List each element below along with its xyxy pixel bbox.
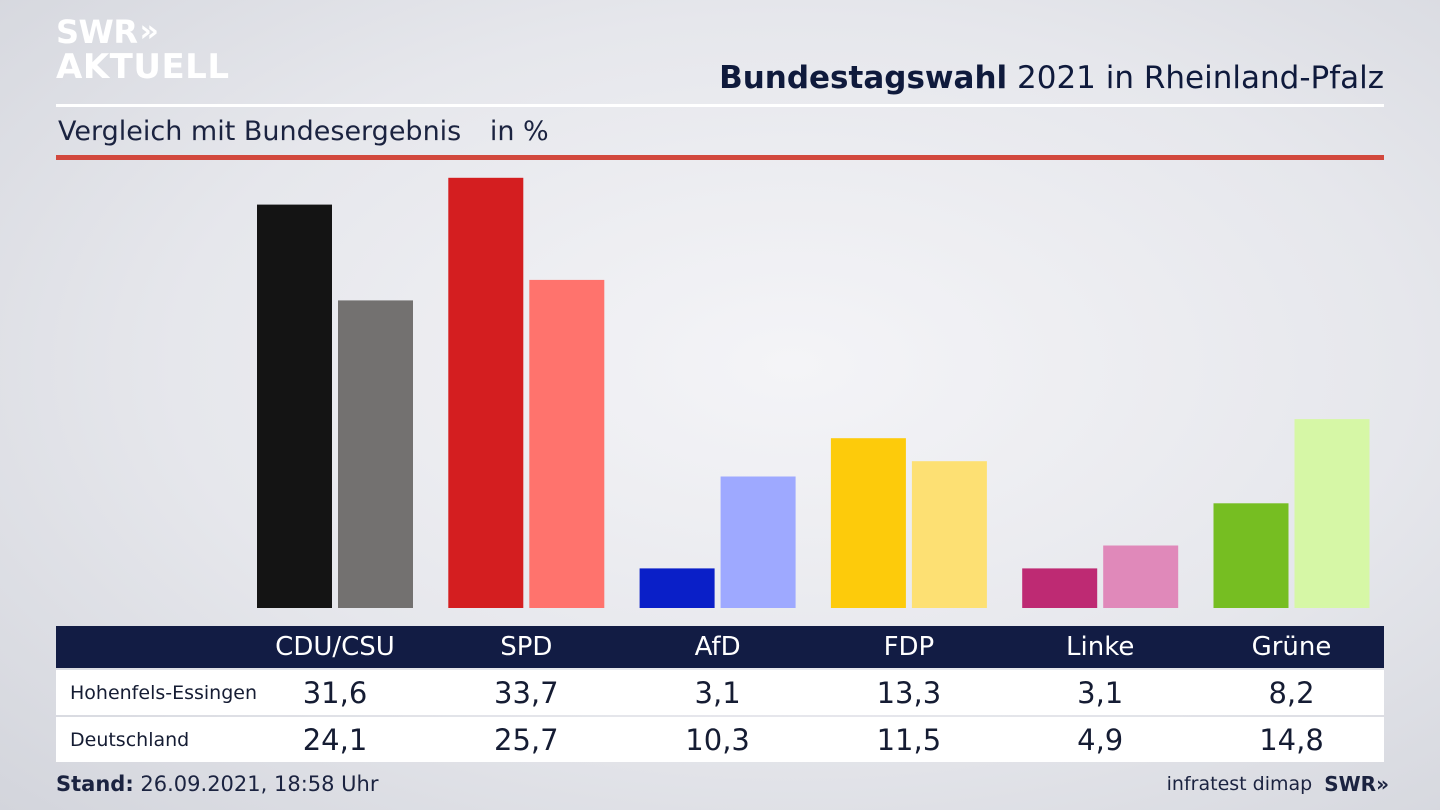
party-label-afd: AfD [694,632,741,662]
stand-value: 26.09.2021, 18:58 Uhr [133,772,379,796]
bar-linke-hohenfels-essingen [1022,568,1098,608]
value-spd-deutschland: 25,7 [494,722,559,757]
bar-gr-ne-deutschland [1294,419,1370,608]
logo-aktuell-text: AKTUELL [56,47,230,87]
party-label-cdu-csu: CDU/CSU [275,632,395,662]
swr-footer-logo: SWR» [1324,772,1389,796]
value-gr-ne-hohenfels-essingen: 8,2 [1268,675,1315,710]
bar-afd-hohenfels-essingen [639,568,715,608]
party-label-fdp: FDP [883,632,935,662]
row-label-hohenfels-essingen: Hohenfels-Essingen [70,681,258,704]
row-label-deutschland: Deutschland [70,728,190,751]
stand-label: Stand: [56,772,134,796]
bar-cdu-csu-deutschland [338,300,413,608]
value-cdu-csu-deutschland: 24,1 [302,722,368,757]
bar-linke-deutschland [1103,545,1179,608]
chart-subtitle: Vergleich mit Bundesergebnis in % [58,116,549,147]
party-label-linke: Linke [1066,632,1135,662]
unit-label: in % [489,116,549,147]
bar-afd-deutschland [720,476,796,608]
title-rest: 2021 in Rheinland-Pfalz [1007,60,1384,96]
footer-swr-text: SWR [1324,772,1377,796]
source-credit: infratest dimap SWR» [1166,772,1389,796]
subtitle-text: Vergleich mit Bundesergebnis [58,116,462,147]
value-linke-hohenfels-essingen: 3,1 [1077,675,1124,710]
value-spd-hohenfels-essingen: 33,7 [494,675,559,710]
bar-fdp-deutschland [911,461,987,608]
footer-chevrons-icon: » [1376,772,1389,796]
bar-spd-deutschland [529,279,605,608]
value-afd-deutschland: 10,3 [685,722,750,757]
value-cdu-csu-hohenfels-essingen: 31,6 [302,675,368,710]
title-bold: Bundestagswahl [719,60,1008,96]
logo-swr-text: SWR [56,13,138,51]
bar-spd-hohenfels-essingen [448,177,524,609]
bar-fdp-hohenfels-essingen [830,438,906,608]
source-text: infratest dimap [1166,773,1313,795]
bar-cdu-csu-hohenfels-essingen [257,204,332,608]
value-fdp-deutschland: 11,5 [876,722,942,757]
value-fdp-hohenfels-essingen: 13,3 [876,675,942,710]
party-label-spd: SPD [500,632,553,662]
party-header-row: CDU/CSU SPD AfD FDP Linke Grüne [56,626,1384,668]
value-gr-ne-deutschland: 14,8 [1259,722,1324,757]
value-linke-deutschland: 4,9 [1077,722,1124,757]
table-row: Hohenfels-Essingen 31,6 33,7 3,1 13,3 3,1 8,2 [56,670,1384,715]
swr-aktuell-logo: SWR » AKTUELL [56,16,230,84]
page-title: Bundestagswahl 2021 in Rheinland-Pfalz [719,60,1384,96]
value-afd-hohenfels-essingen: 3,1 [694,675,741,710]
subtitle-divider [56,155,1384,160]
party-label-gr-ne: Grüne [1251,632,1332,662]
bar-gr-ne-hohenfels-essingen [1213,503,1289,608]
table-row: Deutschland 24,1 25,7 10,3 11,5 4,9 14,8 [56,717,1384,762]
timestamp: Stand: 26.09.2021, 18:58 Uhr [56,772,379,796]
title-divider [56,104,1384,107]
